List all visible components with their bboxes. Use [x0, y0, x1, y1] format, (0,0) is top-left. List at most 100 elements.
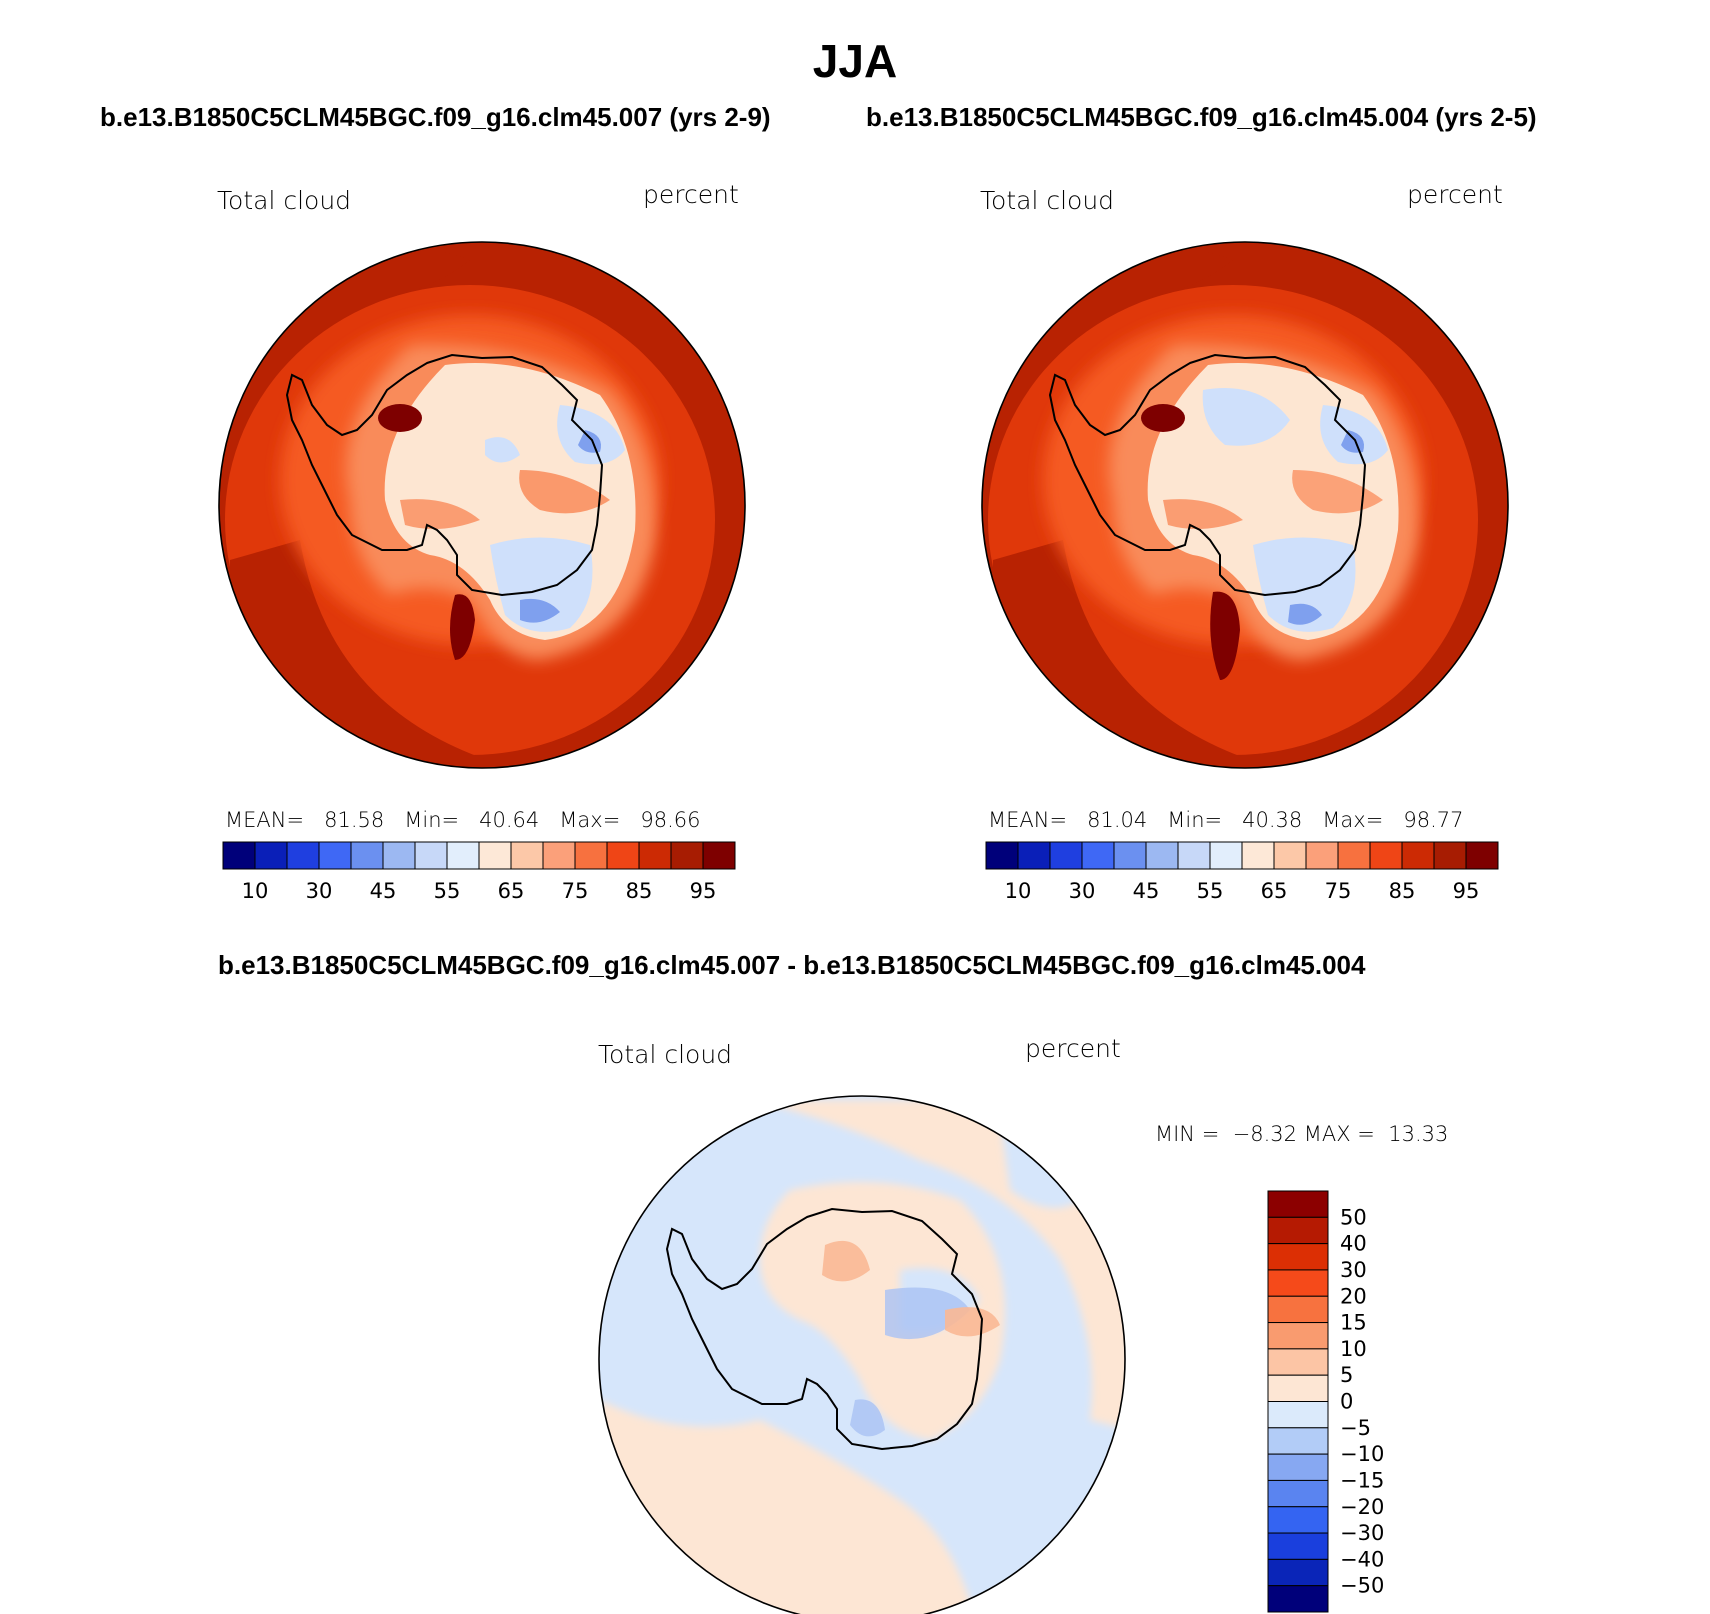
difference-colorbar-box — [1267, 1243, 1329, 1271]
panel-b-colorbar-tick-label: 65 — [1261, 879, 1288, 903]
panel-b-mean-label: MEAN= — [988, 808, 1068, 832]
difference-colorbar-tick-label: 40 — [1340, 1232, 1367, 1256]
panel-a-colorbar-box — [574, 841, 608, 870]
panel-a-colorbar-tick-label: 75 — [562, 879, 589, 903]
diff-neg2-region — [850, 1399, 885, 1437]
difference-colorbar-box — [1267, 1216, 1329, 1245]
panel-b-map-border — [981, 241, 1509, 769]
difference-colorbar-tick-label: 30 — [1340, 1258, 1367, 1282]
difference-colorbar-box — [1267, 1322, 1329, 1350]
panel-a-colorbar-box — [478, 841, 512, 870]
panel-a-variable-label: Total cloud — [217, 186, 352, 215]
antarctica-coastline — [285, 353, 604, 597]
coast-glow-region — [400, 499, 480, 529]
ice-blue-region — [490, 537, 593, 632]
panel-b-colorbar-tick-label: 95 — [1453, 879, 1480, 903]
difference-colorbar-tick-label: −50 — [1340, 1574, 1384, 1598]
difference-colorbar-box — [1267, 1532, 1329, 1560]
panel-a-min-label: Min= — [404, 808, 460, 832]
difference-colorbar-box — [1267, 1585, 1329, 1613]
panel-b-colorbar-box — [1273, 841, 1307, 870]
panel-b-colorbar-tick-label: 85 — [1389, 879, 1416, 903]
panel-a-units-label: percent — [643, 180, 739, 209]
panel-a-colorbar-tick-label: 55 — [434, 879, 461, 903]
panel-b-colorbar-tick-label: 75 — [1325, 879, 1352, 903]
difference-colorbar-box — [1267, 1506, 1329, 1534]
panel-b-case-title: b.e13.B1850C5CLM45BGC.f09_g16.clm45.004 … — [866, 102, 1537, 132]
panel-b-polar-map — [982, 242, 1508, 768]
difference-map-border — [598, 1095, 1126, 1614]
panel-b-colorbar-box — [985, 841, 1019, 870]
panel-a-colorbar-box — [254, 841, 288, 870]
difference-colorbar-box — [1267, 1348, 1329, 1376]
difference-colorbar-box — [1267, 1269, 1329, 1297]
panel-b-colorbar: 10 30 45 55 65 75 85 95 — [985, 841, 1499, 903]
panel-a-colorbar-box — [542, 841, 576, 870]
panel-a-colorbar-tick-label: 65 — [498, 879, 525, 903]
panel-b-colorbar-box — [1177, 841, 1211, 870]
difference-colorbar-box — [1267, 1374, 1329, 1402]
panel-b-mean-value: 81.04 — [1087, 808, 1148, 832]
difference-colorbar-box — [1267, 1453, 1329, 1481]
panel-a-mean-label: MEAN= — [225, 808, 305, 832]
panel-a-colorbar-tick-label: 30 — [306, 879, 333, 903]
panel-b-colorbar-box — [1209, 841, 1243, 870]
panel-a-min-value: 40.64 — [479, 808, 540, 832]
panel-a-colorbar-box — [638, 841, 672, 870]
difference-colorbar-box — [1267, 1295, 1329, 1324]
difference-colorbar-tick-label: 0 — [1340, 1390, 1353, 1414]
difference-colorbar-tick-label: −30 — [1340, 1521, 1384, 1545]
panel-a-case-title: b.e13.B1850C5CLM45BGC.f09_g16.clm45.007 … — [100, 102, 771, 132]
difference-colorbar-tick-label: 20 — [1340, 1284, 1367, 1308]
difference-max-value: 13.33 — [1388, 1122, 1449, 1146]
difference-polar-map — [599, 1096, 1125, 1614]
diff-pos2-region — [822, 1240, 870, 1282]
difference-variable-label: Total cloud — [598, 1040, 733, 1069]
difference-max-label: MAX = — [1303, 1122, 1375, 1146]
panel-a-map-border — [218, 241, 746, 769]
panel-b-colorbar-box — [1369, 841, 1403, 870]
panel-b-colorbar-box — [1401, 841, 1435, 870]
dark-spot-region — [1210, 591, 1240, 680]
difference-min-value: −8.32 — [1232, 1122, 1298, 1146]
difference-colorbar-tick-label: 5 — [1340, 1363, 1353, 1387]
panel-a-colorbar-box — [414, 841, 448, 870]
difference-colorbar-box — [1267, 1558, 1329, 1587]
panel-a-polar-map — [219, 242, 745, 768]
diff-pos-region — [600, 1097, 1125, 1430]
panel-b-colorbar-tick-label: 10 — [1005, 879, 1032, 903]
panel-b-stats: MEAN= 81.04 Min= 40.38 Max= 98.77 — [988, 808, 1463, 832]
panel-a-colorbar-box — [446, 841, 480, 870]
difference-colorbar-box — [1267, 1479, 1329, 1508]
difference-title: b.e13.B1850C5CLM45BGC.f09_g16.clm45.007 … — [218, 950, 1366, 980]
panel-b-colorbar-tick-label: 30 — [1069, 879, 1096, 903]
panel-b-colorbar-tick-label: 55 — [1197, 879, 1224, 903]
difference-colorbar-box — [1267, 1401, 1329, 1429]
difference-colorbar-tick-label: −5 — [1340, 1416, 1371, 1440]
coast-glow-region — [519, 470, 610, 514]
difference-colorbar-tick-label: −40 — [1340, 1547, 1384, 1571]
panel-a-colorbar-box — [702, 841, 736, 870]
panel-a-colorbar-box — [670, 841, 704, 870]
panel-a-stats: MEAN= 81.58 Min= 40.64 Max= 98.66 — [225, 808, 700, 832]
difference-colorbar-box — [1267, 1427, 1329, 1455]
diff-neg-region — [640, 1297, 720, 1400]
panel-a-colorbar-box — [382, 841, 416, 870]
panel-a-max-value: 98.66 — [640, 808, 701, 832]
coast-glow-region — [1292, 470, 1383, 514]
panel-a-colorbar-tick-label: 10 — [242, 879, 269, 903]
difference-colorbar-tick-label: 15 — [1340, 1311, 1367, 1335]
diff-pos-region — [760, 1182, 1005, 1440]
difference-colorbar-tick-label: −10 — [1340, 1442, 1384, 1466]
dark-spot-region — [378, 404, 422, 432]
antarctica-coastline — [1048, 353, 1367, 597]
panel-b-max-value: 98.77 — [1403, 808, 1464, 832]
panel-a-colorbar-box — [350, 841, 384, 870]
panel-b-variable-label: Total cloud — [980, 186, 1115, 215]
panel-b-colorbar-box — [1305, 841, 1339, 870]
coast-glow-region — [1163, 499, 1243, 529]
panel-a-colorbar-box — [286, 841, 320, 870]
difference-colorbar-tick-label: 10 — [1340, 1337, 1367, 1361]
